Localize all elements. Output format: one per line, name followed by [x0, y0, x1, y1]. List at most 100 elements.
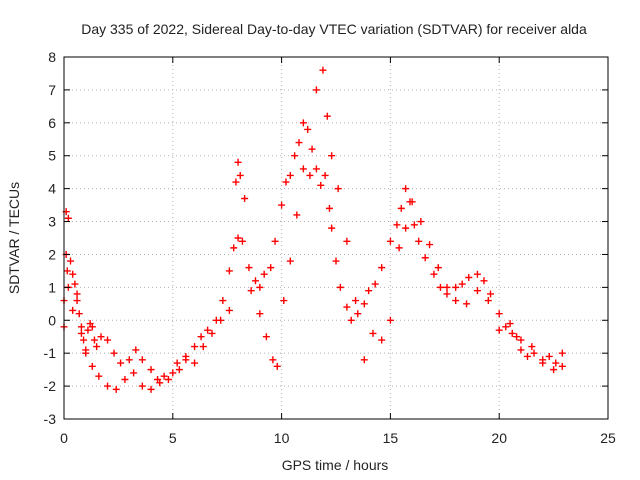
data-point [321, 171, 329, 179]
data-point [506, 320, 514, 328]
data-point [417, 218, 425, 226]
data-point [175, 366, 183, 374]
data-point [88, 323, 96, 331]
data-point [271, 237, 279, 245]
data-point [82, 349, 90, 357]
data-point [402, 185, 410, 193]
data-point [247, 287, 255, 295]
data-point [191, 343, 199, 351]
x-tick-label: 10 [274, 430, 290, 446]
data-point [164, 376, 172, 384]
data-point [160, 372, 168, 380]
data-point [90, 336, 98, 344]
data-point [408, 198, 416, 206]
data-point [204, 326, 212, 334]
data-point [125, 356, 133, 364]
data-point [67, 257, 75, 265]
data-point [550, 366, 558, 374]
data-point [273, 362, 281, 370]
data-point [465, 273, 473, 281]
data-point [77, 329, 85, 337]
x-tick-label: 0 [60, 430, 68, 446]
data-point [552, 359, 560, 367]
tick-labels: 0 5 10 15 20 25 -3 -2 -1 0 1 2 3 4 5 6 7 8 [44, 49, 616, 446]
data-point [312, 165, 320, 173]
data-point [334, 185, 342, 193]
data-point [378, 336, 386, 344]
data-point [217, 316, 225, 324]
data-point [256, 283, 264, 291]
x-tick-label: 25 [600, 430, 616, 446]
data-point [328, 224, 336, 232]
data-point [386, 316, 394, 324]
data-point [304, 125, 312, 133]
y-tick-label: 1 [48, 279, 56, 295]
data-point [236, 171, 244, 179]
data-point [306, 171, 314, 179]
data-point [156, 379, 164, 387]
data-point [77, 323, 85, 331]
data-point [517, 346, 525, 354]
data-point [280, 297, 288, 305]
data-series-sdtvar [60, 66, 566, 393]
y-tick-label: 0 [48, 312, 56, 328]
y-tick-label: 2 [48, 246, 56, 262]
data-point [138, 356, 146, 364]
data-point [112, 385, 120, 393]
data-point [147, 366, 155, 374]
data-point [130, 369, 138, 377]
data-point [336, 283, 344, 291]
data-point [191, 359, 199, 367]
data-point [513, 333, 521, 341]
data-point [480, 277, 488, 285]
data-point [245, 264, 253, 272]
data-point [291, 152, 299, 160]
data-point [225, 306, 233, 314]
data-point [63, 267, 71, 275]
data-point [299, 119, 307, 127]
data-point [495, 310, 503, 318]
data-point [197, 333, 205, 341]
y-tick-label: 6 [48, 115, 56, 131]
data-point [97, 333, 105, 341]
data-point [545, 352, 553, 360]
data-point [95, 372, 103, 380]
data-point [230, 244, 238, 252]
data-point [395, 244, 403, 252]
y-tick-label: -2 [44, 378, 57, 394]
data-point [473, 287, 481, 295]
data-point [354, 310, 362, 318]
data-point [325, 204, 333, 212]
data-point [558, 349, 566, 357]
y-axis-label: SDTVAR / TECUs [6, 182, 22, 294]
data-point [132, 346, 140, 354]
data-point [365, 287, 373, 295]
data-point [286, 257, 294, 265]
data-point [402, 224, 410, 232]
data-point [452, 283, 460, 291]
data-point [393, 221, 401, 229]
data-point [495, 326, 503, 334]
data-point [173, 359, 181, 367]
data-point [104, 336, 112, 344]
x-tick-label: 20 [491, 430, 507, 446]
data-point [397, 204, 405, 212]
data-point [434, 264, 442, 272]
grid-lines [64, 57, 608, 419]
data-point [528, 343, 536, 351]
data-point [328, 152, 336, 160]
data-point [71, 280, 79, 288]
data-point [347, 316, 355, 324]
data-point [319, 66, 327, 74]
data-point [147, 385, 155, 393]
y-tick-label: -3 [44, 411, 57, 427]
data-point [369, 329, 377, 337]
data-point [484, 297, 492, 305]
data-point [299, 165, 307, 173]
axis-ticks [63, 56, 609, 420]
data-point [343, 303, 351, 311]
data-point [517, 336, 525, 344]
data-point [269, 356, 277, 364]
data-point [110, 349, 118, 357]
